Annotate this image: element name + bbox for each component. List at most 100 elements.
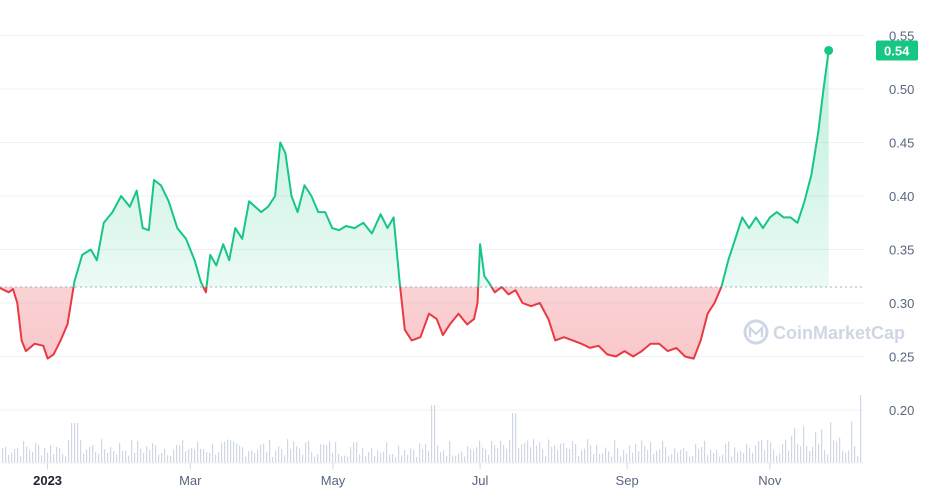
volume-bar [740,450,742,463]
volume-bar [488,454,490,463]
volume-bar [527,440,529,463]
volume-bar [578,456,580,463]
volume-bar [335,442,337,463]
volume-bar [380,452,382,463]
volume-bar [512,413,514,463]
volume-bar [593,454,595,463]
volume-bar [275,450,277,463]
volume-bar [152,443,154,463]
volume-bar [761,439,763,463]
volume-bar [530,447,532,463]
volume-bar [650,442,652,463]
volume-bar [137,441,139,463]
volume-bar [509,439,511,463]
volume-bar [833,440,835,463]
y-tick-label: 0.35 [889,243,914,258]
volume-bar [149,449,151,463]
volume-bar [251,450,253,463]
volume-bar [44,448,46,463]
volume-bar [635,443,637,463]
y-tick-label: 0.30 [889,296,914,311]
volume-bar [767,439,769,463]
volume-bar [143,452,145,463]
volume-bar [476,447,478,463]
volume-bar [701,447,703,463]
volume-bar [383,451,385,463]
volume-bar [401,455,403,463]
volume-bar [62,453,64,463]
volume-bar [737,451,739,463]
volume-bar [20,455,22,463]
volume-bar [122,450,124,463]
volume-bar [50,444,52,463]
volume-bar [602,453,604,463]
volume-bar [191,448,193,463]
volume-bar [665,446,667,463]
volume-bar [395,456,397,463]
volume-bar [278,446,280,463]
volume-bar [125,450,127,463]
volume-bar [497,448,499,463]
volume-bar [161,452,163,463]
volume-bar [323,444,325,463]
volume-bar [86,449,88,463]
volume-bar [389,454,391,463]
volume-bar [209,452,211,463]
volume-bar [419,443,421,463]
last-price-badge-bg [876,40,918,61]
volume-bar [434,405,436,463]
volume-bar [686,451,688,463]
volume-bar [221,443,223,463]
volume-bar [308,440,310,463]
volume-bar [212,443,214,463]
volume-bar [704,440,706,463]
volume-bar [584,448,586,463]
volume-bar [554,445,556,463]
volume-bar [770,442,772,463]
volume-bar [608,451,610,463]
volume-bar [146,446,148,463]
volume-bar [263,443,265,463]
volume-bar [245,456,247,463]
volume-bar [98,453,100,463]
volume-bar [155,445,157,463]
volume-bar [119,443,121,463]
volume-bar [104,448,106,463]
volume-bar [311,452,313,463]
volume-bar [560,443,562,463]
price-line-up [72,50,830,287]
volume-bar [185,451,187,463]
volume-bar [473,450,475,463]
volume-bar [647,449,649,463]
volume-bar [116,454,118,463]
volume-bar [281,449,283,463]
volume-bar [623,449,625,463]
last-price-point [824,45,834,55]
volume-bar [563,442,565,463]
volume-bar [797,444,799,463]
volume-bar [719,456,721,463]
volume-bar [398,445,400,463]
volume-bar [368,451,370,463]
volume-bar [293,441,295,463]
volume-bar [713,452,715,463]
volume-bar [452,455,454,463]
volume-bar [56,446,58,463]
volume-bar [653,453,655,463]
volume-bar [536,445,538,463]
volume-bar [596,444,598,463]
volume-bar [179,445,181,463]
volume-bar [266,452,268,463]
volume-bar [242,447,244,463]
volume-bar [860,395,862,463]
x-tick-label: May [321,473,346,488]
volume-bar [668,455,670,463]
volume-bar [758,441,760,463]
volume-bar [35,442,37,463]
volume-bar [494,445,496,463]
volume-bar [629,445,631,463]
volume-bar [365,456,367,463]
volume-bar [176,444,178,463]
volume-bar [620,456,622,463]
